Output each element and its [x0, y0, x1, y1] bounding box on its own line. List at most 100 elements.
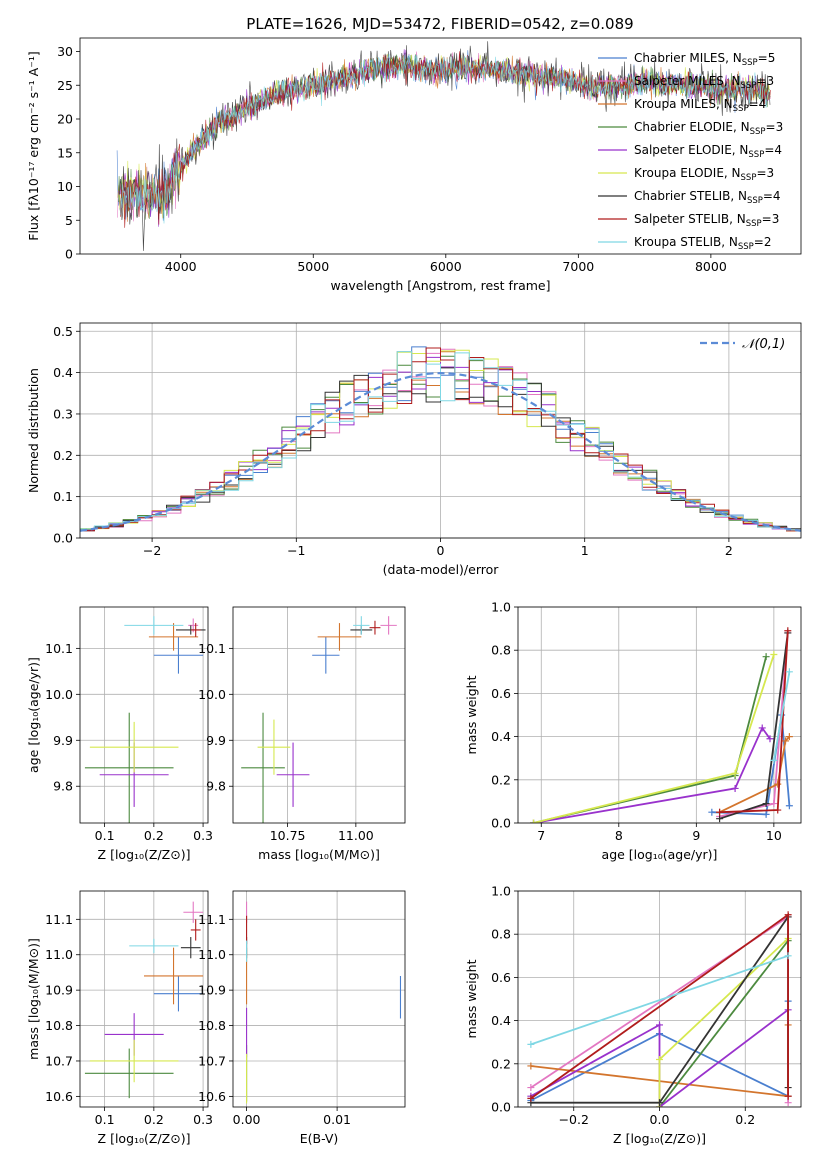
data-point-marker: [762, 810, 770, 818]
mass-weight-series-line: [533, 656, 767, 823]
y-axis-label: mass weight: [464, 959, 479, 1038]
data-point-marker: [784, 952, 792, 960]
axes-frame: [79, 606, 209, 824]
panel-mass-weight-vs-age: 7 8 9 10 0.0 0.2 0.4 0.6 0.8 1.0 age [log₁₀(age/yr…: [464, 600, 802, 862]
y-axis-label: age [log₁₀(age/yr)]: [26, 657, 41, 773]
y-tick-label: 10.8: [45, 1018, 73, 1033]
x-tick-label: 2: [725, 543, 733, 558]
legend-label: Chabrier ELODIE, NSSP=3: [634, 120, 783, 137]
x-tick-label: 0.3: [193, 828, 213, 843]
x-tick-label: 1: [581, 543, 589, 558]
y-axis-label: mass weight: [464, 675, 479, 754]
data-point-marker: [527, 1062, 535, 1070]
data-point-marker: [770, 800, 778, 808]
y-tick-label: 0.2: [491, 1056, 511, 1071]
legend-label: Chabrier STELIB, NSSP=4: [634, 189, 781, 206]
axes-frame: [79, 890, 209, 1108]
data-point-marker: [716, 808, 724, 816]
x-tick-label: 0.2: [735, 1112, 755, 1127]
y-tick-label: 0.1: [53, 489, 73, 504]
data-point-marker: [784, 1099, 792, 1107]
y-tick-label: 0.8: [491, 927, 511, 942]
legend-label: Chabrier MILES, NSSP=5: [634, 51, 775, 68]
plot-area-mass-vs-Z: [84, 901, 204, 1099]
data-point-marker: [656, 1099, 663, 1107]
y-tick-label: 10.0: [45, 687, 73, 702]
data-point-marker: [785, 802, 793, 810]
x-tick-label: 0.0: [650, 1112, 670, 1127]
spectrum-series-line: [119, 41, 771, 251]
x-tick-label: 7000: [562, 259, 594, 274]
data-point-marker: [656, 1021, 663, 1029]
spectrum-series-line: [117, 55, 771, 222]
y-tick-label: 9.9: [206, 733, 226, 748]
x-tick-label: 8000: [695, 259, 727, 274]
data-point-marker: [785, 733, 793, 741]
y-tick-label: 1.0: [491, 884, 511, 899]
y-tick-label: 11.1: [45, 912, 73, 927]
y-tick-label: 0.6: [491, 970, 511, 985]
x-tick-label: −2: [143, 543, 161, 558]
plot-area-residuals: [80, 346, 801, 532]
x-tick-label: 0.1: [95, 828, 115, 843]
axes-frame: [517, 606, 802, 824]
y-tick-label: 0: [65, 247, 73, 262]
y-tick-label: 1.0: [491, 600, 511, 615]
y-tick-label: 0.4: [491, 729, 511, 744]
legend-label: Salpeter MILES, NSSP=3: [634, 74, 774, 91]
y-tick-label: 9.8: [53, 779, 73, 794]
x-axis-label: Z [log₁₀(Z/Z⊙)]: [613, 1131, 706, 1146]
y-tick-label: 10.8: [198, 1018, 226, 1033]
data-point-marker: [758, 724, 766, 732]
x-tick-label: 0.00: [233, 1112, 261, 1127]
data-point-marker: [770, 756, 778, 764]
mass-weight-series-line: [530, 954, 789, 1046]
data-point-marker: [784, 1092, 792, 1100]
data-point-marker: [656, 1055, 663, 1063]
mass-weight-series-line: [773, 671, 791, 761]
x-tick-label: 0.01: [323, 1112, 351, 1127]
data-point-marker: [527, 1094, 535, 1102]
legend-label: Kroupa ELODIE, NSSP=3: [634, 166, 774, 183]
plot-area-age-vs-Z: [84, 616, 206, 823]
y-tick-label: 0.4: [491, 1013, 511, 1028]
legend-label: Salpeter ELODIE, NSSP=4: [634, 143, 782, 160]
y-tick-label: 10.6: [45, 1089, 73, 1104]
mass-weight-series-line: [533, 726, 771, 823]
y-tick-label: 10.7: [45, 1053, 73, 1068]
y-tick-label: 15: [57, 145, 73, 160]
legend-label: 𝒩(0,1): [742, 337, 785, 352]
y-tick-label: 11.0: [198, 947, 226, 962]
x-tick-label: 0: [437, 543, 445, 558]
y-tick-label: 5: [65, 213, 73, 228]
data-point-marker: [774, 806, 782, 814]
y-tick-label: 10.9: [198, 983, 226, 998]
figure-title: PLATE=1626, MJD=53472, FIBERID=0542, z=0…: [246, 15, 633, 33]
x-tick-label: −0.2: [559, 1112, 589, 1127]
spectrum-series-line: [120, 53, 771, 224]
x-axis-label: age [log₁₀(age/yr)]: [602, 847, 718, 862]
y-tick-label: 20: [57, 112, 73, 127]
x-axis-label: Z [log₁₀(Z/Z⊙)]: [98, 847, 191, 862]
mass-weight-series-line: [533, 654, 775, 823]
data-point-marker: [731, 784, 739, 792]
legend-label: Kroupa MILES, NSSP=4: [634, 97, 766, 114]
x-tick-label: 7: [537, 828, 545, 843]
data-point-marker: [770, 651, 778, 659]
y-tick-label: 0.0: [491, 1100, 511, 1115]
plot-area-age-vs-mass: [241, 616, 397, 823]
plot-area-mass-vs-ebv: [246, 901, 402, 1104]
y-axis-label: Flux [fλ10⁻¹⁷ erg cm⁻² s⁻¹ A⁻¹]: [26, 51, 41, 240]
x-tick-label: 5000: [297, 259, 329, 274]
x-axis-label: Z [log₁₀(Z/Z⊙)]: [98, 1131, 191, 1146]
y-tick-label: 10.0: [198, 687, 226, 702]
legend-label: Salpeter STELIB, NSSP=3: [634, 212, 779, 229]
y-tick-label: 11.1: [198, 912, 226, 927]
x-tick-label: 10: [766, 828, 782, 843]
x-tick-label: 0.3: [193, 1112, 213, 1127]
y-tick-label: 30: [57, 44, 73, 59]
data-point-marker: [527, 1040, 535, 1048]
panel-age-vs-mass: 10.75 11.00 9.8 9.9 10.0 10.1 mass [log₁₀(M/M⊙…: [198, 606, 406, 862]
y-tick-label: 0.4: [53, 365, 73, 380]
x-tick-label: 11.00: [338, 828, 374, 843]
